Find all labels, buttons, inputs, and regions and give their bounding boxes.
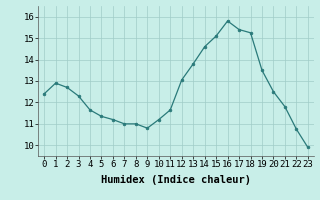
- X-axis label: Humidex (Indice chaleur): Humidex (Indice chaleur): [101, 175, 251, 185]
